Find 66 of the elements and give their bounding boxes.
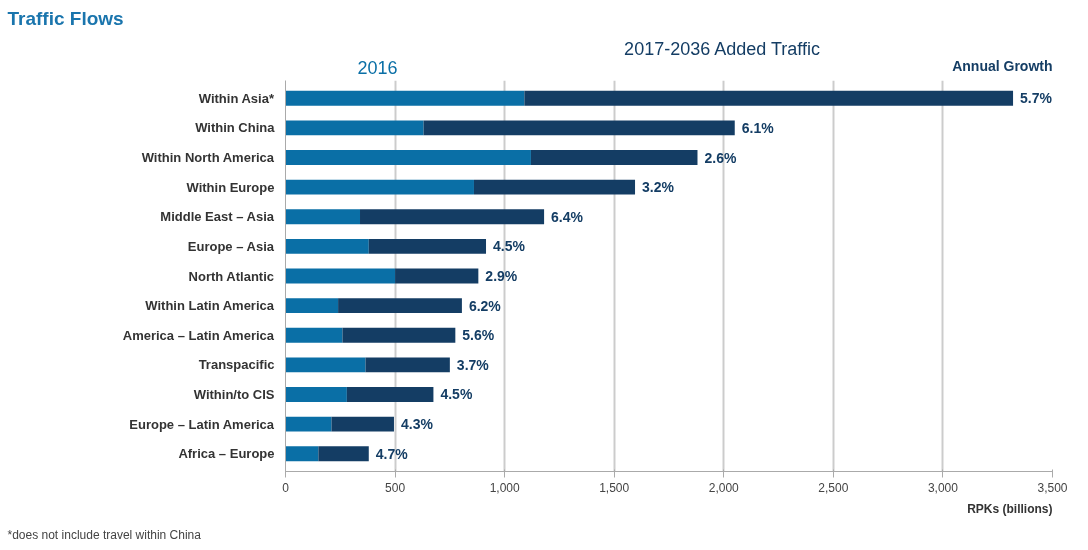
y-tick-label: Europe – Latin America xyxy=(129,416,275,432)
y-tick-label: Europe – Asia xyxy=(187,238,275,254)
annotation: 3.7% xyxy=(456,356,490,373)
annotation: 2.9% xyxy=(485,268,518,284)
series-label: 2017-2036 Added Traffic xyxy=(624,39,820,60)
bar xyxy=(473,179,636,195)
x-axis-title: RPKs (billions) xyxy=(967,501,1053,516)
annotation: 5.6% xyxy=(462,327,495,344)
bar xyxy=(285,327,343,343)
bar xyxy=(342,327,456,343)
annotation: 4.3% xyxy=(400,416,434,433)
bar xyxy=(285,268,396,284)
annotation: 4.7% xyxy=(375,445,409,462)
x-tick-label: 2,500 xyxy=(818,480,849,495)
text: Annual Growth xyxy=(952,58,1053,75)
bar xyxy=(360,209,545,225)
y-tick-label: Within/to CIS xyxy=(193,386,275,402)
bar xyxy=(285,446,319,462)
annotation: 5.7% xyxy=(1020,90,1053,107)
y-tick-label: North Atlantic xyxy=(188,268,275,284)
x-tick-label: 1,000 xyxy=(489,480,520,495)
bar xyxy=(423,120,735,136)
bar xyxy=(365,357,450,373)
y-tick-label: Middle East – Asia xyxy=(160,209,275,225)
bar xyxy=(318,446,369,462)
x-tick-label: 2,000 xyxy=(708,480,740,495)
y-tick-label: Within Asia* xyxy=(198,90,275,106)
annotation: 4.5% xyxy=(493,238,526,255)
x-tick-label: 500 xyxy=(385,480,406,495)
x-tick-label: 3,500 xyxy=(1037,480,1068,495)
y-tick-label: America – Latin America xyxy=(122,327,275,343)
series-label: 2016 xyxy=(357,58,398,79)
bar xyxy=(285,209,361,225)
y-tick-label: Within North America xyxy=(141,150,275,166)
y-tick-label: Within Latin America xyxy=(145,298,275,314)
bar xyxy=(368,238,487,254)
bar xyxy=(524,90,1014,106)
text: *does not include travel within China xyxy=(7,527,202,542)
y-tick-label: Transpacific xyxy=(198,357,275,373)
y-tick-label: Within Europe xyxy=(186,179,275,195)
bar xyxy=(338,298,462,314)
x-tick-label: 3,000 xyxy=(927,480,959,495)
bar xyxy=(285,150,531,165)
bar xyxy=(285,357,366,373)
annotation: 6.4% xyxy=(551,208,584,225)
annotation: 2.6% xyxy=(704,149,737,166)
bar xyxy=(285,238,369,254)
bar xyxy=(530,150,698,165)
annotation: 4.5% xyxy=(440,386,473,403)
annotation: 6.1% xyxy=(741,119,775,136)
bar xyxy=(285,120,424,136)
y-tick-label: Within China xyxy=(195,120,276,136)
bar xyxy=(346,387,434,402)
y-tick-label: Africa – Europe xyxy=(178,446,275,462)
bar xyxy=(285,90,525,106)
bar xyxy=(285,416,332,432)
text: Traffic Flows xyxy=(7,7,124,29)
annotation: 6.2% xyxy=(468,297,502,314)
x-tick-label: 1,500 xyxy=(599,480,630,495)
bar xyxy=(285,298,339,314)
bar xyxy=(395,268,479,284)
bar xyxy=(331,416,394,432)
bar xyxy=(285,387,347,402)
annotation: 3.2% xyxy=(642,179,675,196)
x-tick-label: 0 xyxy=(282,480,290,495)
bar xyxy=(285,179,474,195)
